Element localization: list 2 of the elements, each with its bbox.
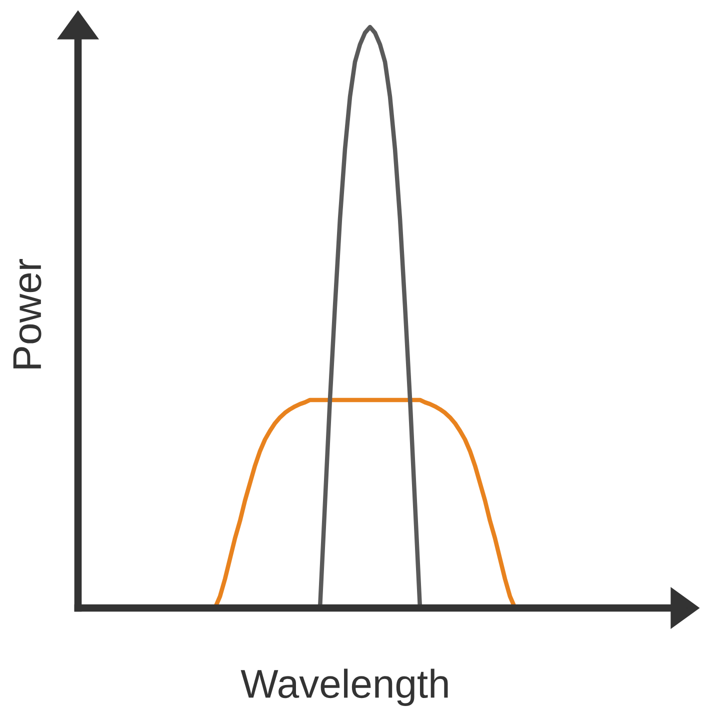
y-axis-title: Power: [13, 258, 42, 368]
x-axis-title: Wavelength: [240, 668, 448, 706]
